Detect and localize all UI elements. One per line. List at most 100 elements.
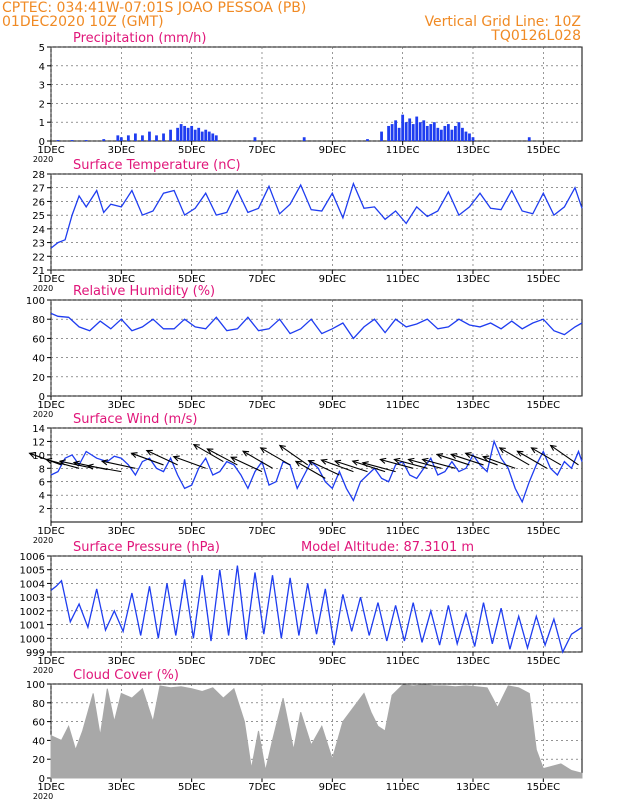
x-tick-label: 15DEC	[526, 526, 560, 537]
x-tick-label: 13DEC	[456, 656, 490, 667]
panel-title: Relative Humidity (%)	[73, 284, 215, 299]
precip-bar	[436, 127, 440, 141]
precip-bar	[439, 129, 443, 141]
wind-arrow	[530, 447, 562, 466]
wind-arrow	[361, 461, 396, 473]
wind-arrow	[145, 449, 178, 466]
x-tick-label: 15DEC	[526, 274, 560, 285]
y-tick-label: 100	[26, 296, 45, 307]
y-tick-label: 1001	[20, 621, 45, 632]
precip-bar	[70, 140, 74, 141]
precip-bar	[253, 137, 257, 141]
precip-bar	[457, 122, 461, 141]
wind-arrow	[351, 459, 386, 473]
wind-arrow	[464, 452, 498, 466]
precip-bar	[408, 118, 412, 141]
x-tick-label: 5DEC	[178, 274, 205, 285]
x-tick-label: 3DEC	[108, 656, 135, 667]
year-label: 2020	[33, 666, 53, 675]
precip-bar	[415, 116, 419, 141]
precip-bar	[116, 135, 120, 141]
y-tick-label: 26	[32, 197, 45, 208]
precip-bar	[141, 135, 144, 141]
y-tick-label: 8	[39, 464, 45, 475]
x-tick-label: 7DEC	[248, 526, 275, 537]
panel-title: Surface Temperature (nC)	[73, 158, 241, 173]
model-altitude: Model Altitude: 87.3101 m	[301, 540, 474, 555]
y-tick-label: 1	[39, 118, 45, 129]
x-tick-label: 3DEC	[108, 145, 135, 156]
year-label: 2020	[33, 536, 53, 545]
panel-3: 0 20 40 60 80 100 1DEC 3DEC 5DEC 7DEC 9DEC 11DEC 13D…	[26, 284, 583, 419]
year-label: 2020	[33, 284, 53, 293]
x-tick-label: 11DEC	[386, 400, 420, 411]
precip-bar	[197, 127, 201, 141]
wind-arrow	[333, 459, 368, 473]
panel-title: Surface Pressure (hPa)	[73, 540, 220, 555]
precip-bar	[148, 131, 151, 141]
y-tick-label: 1003	[20, 593, 45, 604]
wind-arrow	[230, 456, 263, 473]
wind-arrow	[206, 448, 238, 466]
precip-bar	[211, 133, 215, 141]
model-code: TQ0126L028	[491, 28, 581, 44]
precip-bar	[450, 129, 454, 141]
x-tick-label: 3DEC	[108, 400, 135, 411]
precip-bar	[302, 137, 306, 141]
panel-4: 24681012141DEC3DEC5DEC7DEC9DEC11DEC13DEC…	[28, 412, 583, 545]
panel-title: Surface Wind (m/s)	[73, 412, 197, 427]
x-tick-label: 5DEC	[178, 526, 205, 537]
x-tick-label: 1DEC	[37, 656, 64, 667]
series-line	[50, 181, 583, 249]
y-tick-label: 5	[39, 43, 45, 54]
precip-bar	[411, 124, 415, 141]
x-tick-label: 13DEC	[456, 145, 490, 156]
precip-bar	[56, 140, 60, 141]
panel-5: 999 1000 1001 1002 1003 1004 1005 1006 1DEC 3DEC 5…	[20, 540, 583, 675]
wind-arrow	[549, 444, 579, 466]
precip-bar	[471, 137, 475, 141]
wind-arrow	[482, 455, 516, 469]
precip-bar	[155, 135, 158, 141]
precip-bar	[186, 127, 190, 141]
y-tick-label: 6	[39, 478, 45, 489]
x-tick-label: 13DEC	[456, 526, 490, 537]
panel-title: Cloud Cover (%)	[73, 668, 179, 683]
x-tick-label: 3DEC	[108, 526, 135, 537]
precip-bar	[84, 140, 88, 141]
wind-arrow	[516, 450, 548, 469]
wind-arrow	[100, 459, 136, 469]
precip-bar	[183, 125, 187, 141]
x-tick-label: 15DEC	[526, 782, 560, 793]
precip-bar	[102, 139, 106, 141]
x-tick-label: 9DEC	[319, 656, 346, 667]
panel-1: 0 1 2 3 4 5 1DEC 3DEC 5DEC 7DEC 9DEC 11DEC 13DEC 15DE…	[33, 31, 583, 164]
wind-arrow	[379, 457, 414, 469]
y-tick-label: 40	[32, 354, 45, 365]
y-tick-label: 20	[32, 755, 45, 766]
y-tick-label: 60	[32, 718, 45, 729]
y-tick-label: 2	[39, 99, 45, 110]
x-tick-label: 9DEC	[319, 782, 346, 793]
y-tick-label: 1006	[20, 552, 45, 563]
precip-bar	[429, 124, 433, 141]
plot-frame	[50, 555, 583, 653]
x-tick-label: 11DEC	[386, 782, 420, 793]
wind-arrow	[320, 458, 354, 473]
precip-bar	[126, 135, 130, 141]
precip-bar	[401, 114, 405, 141]
series-line	[50, 312, 583, 340]
x-tick-label: 5DEC	[178, 400, 205, 411]
precip-bar	[468, 133, 471, 141]
wind-arrow	[393, 457, 428, 469]
y-tick-label: 0	[39, 137, 45, 148]
y-tick-label: 25	[32, 211, 45, 222]
y-tick-label: 4	[39, 491, 45, 502]
precip-bar	[190, 125, 194, 141]
precip-bar	[397, 127, 401, 141]
y-tick-label: 1005	[20, 566, 45, 577]
y-tick-label: 60	[32, 334, 45, 345]
wind-arrow	[278, 444, 309, 466]
y-tick-label: 1002	[20, 607, 45, 618]
